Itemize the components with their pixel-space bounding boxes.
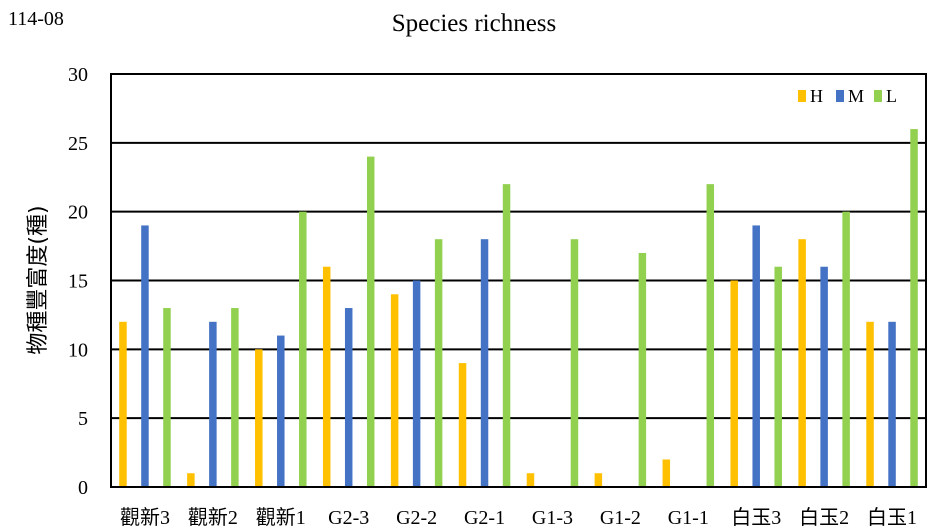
legend-swatch-H: [798, 90, 806, 102]
bar-L-6: [570, 239, 579, 487]
x-tick-label: 白玉3: [731, 506, 781, 529]
y-tick-label: 25: [68, 133, 88, 155]
bar-H-7: [594, 473, 603, 487]
y-tick-label: 30: [68, 64, 88, 86]
y-tick-label: 5: [78, 408, 88, 430]
bar-H-5: [458, 363, 467, 487]
bar-M-3: [344, 308, 353, 487]
bar-L-9: [774, 266, 782, 487]
legend-label-L: L: [886, 86, 897, 106]
bar-H-3: [322, 266, 331, 487]
bar-M-5: [480, 239, 489, 487]
x-tick-label: G2-1: [464, 507, 505, 529]
y-tick-label: 10: [68, 339, 88, 361]
bar-M-2: [277, 335, 285, 487]
bar-H-9: [730, 280, 738, 487]
bar-H-6: [526, 473, 535, 487]
y-tick-label: 20: [68, 202, 88, 224]
bar-L-7: [638, 252, 647, 487]
bar-M-1: [209, 321, 217, 487]
bar-H-4: [390, 294, 399, 487]
bar-L-11: [910, 129, 918, 488]
y-axis-title: 物種豐富度(種): [26, 205, 51, 354]
bar-L-4: [434, 239, 443, 487]
bar-H-11: [866, 321, 874, 487]
y-tick-label: 15: [68, 271, 88, 293]
y-tick-label: 0: [78, 477, 88, 499]
bar-H-0: [119, 321, 127, 487]
legend-swatch-L: [874, 90, 882, 102]
bar-L-2: [299, 211, 307, 487]
bar-L-8: [706, 184, 715, 487]
bar-L-0: [163, 308, 171, 487]
bar-H-10: [798, 239, 806, 487]
legend-swatch-M: [836, 90, 844, 102]
x-tick-label: 觀新1: [256, 506, 306, 529]
x-tick-label: G2-3: [328, 507, 369, 529]
x-tick-label: G1-3: [532, 507, 573, 529]
bar-L-10: [842, 211, 850, 487]
x-tick-label: G2-2: [396, 507, 437, 529]
y-axis-label: 物種豐富度(種): [26, 205, 51, 354]
corner-label: 114-08: [8, 8, 64, 30]
bar-M-0: [141, 225, 149, 487]
bar-L-5: [502, 184, 511, 487]
bar-M-10: [820, 266, 828, 487]
x-tick-label: 白玉2: [799, 506, 849, 529]
bar-L-1: [231, 308, 239, 487]
legend-label-H: H: [810, 86, 823, 106]
bar-M-4: [412, 280, 421, 487]
bar-L-3: [366, 156, 375, 487]
x-tick-label: 觀新2: [188, 506, 238, 529]
chart-title: Species richness: [391, 10, 557, 37]
x-tick-label: G1-1: [668, 507, 709, 529]
bars: [119, 129, 918, 488]
x-tick-label: G1-2: [600, 507, 641, 529]
legend-label-M: M: [848, 86, 864, 106]
x-tick-label: 白玉1: [867, 506, 917, 529]
plot-frame: [110, 73, 927, 488]
bar-M-9: [752, 225, 760, 487]
bar-H-2: [255, 349, 263, 487]
y-tick-labels: 0 5 10 15 20 25 30: [68, 64, 88, 499]
x-tick-labels: 觀新3 觀新2 觀新1 G2-3 G2-2 G2-1 G1-3 G1-2 G1-1 白玉3 白玉2 白…: [120, 506, 917, 529]
x-tick-label: 觀新3: [120, 506, 170, 529]
bar-H-1: [187, 473, 195, 487]
bar-H-8: [662, 459, 671, 487]
bar-M-11: [888, 321, 896, 487]
